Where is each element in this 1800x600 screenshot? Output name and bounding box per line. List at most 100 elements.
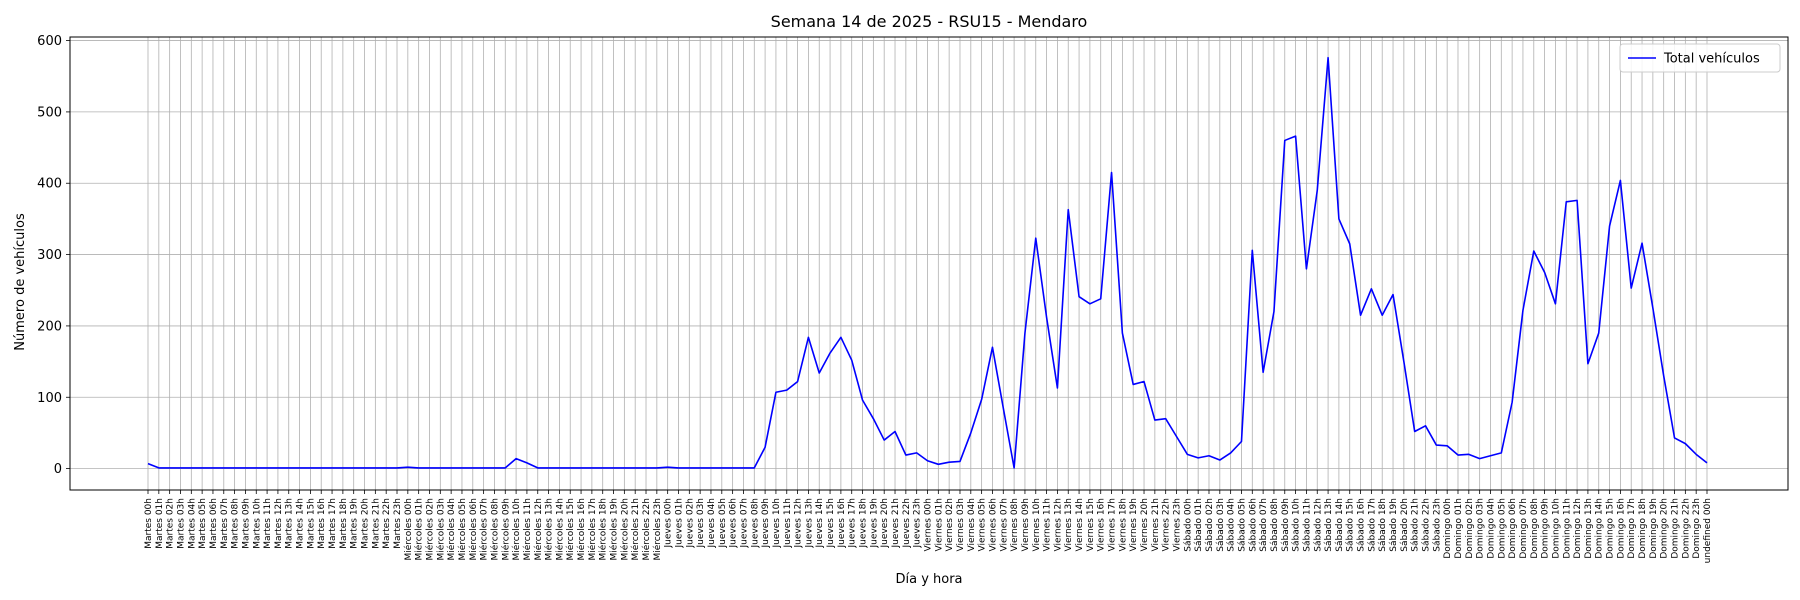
x-tick-label: Jueves 11h (783, 498, 793, 548)
data-point (1370, 288, 1372, 290)
data-point (1706, 462, 1708, 464)
data-point (1576, 199, 1578, 201)
x-tick-label: Martes 01h (155, 498, 165, 549)
data-point (818, 372, 820, 374)
x-tick-label: Miércoles 23h (652, 498, 663, 561)
data-point (1002, 407, 1004, 409)
x-tick-label: Miércoles 07h (479, 498, 490, 561)
data-point (201, 467, 203, 469)
data-point (190, 467, 192, 469)
data-point (569, 467, 571, 469)
data-point (807, 336, 809, 338)
x-tick-label: Martes 11h (263, 498, 273, 549)
data-point (861, 399, 863, 401)
x-tick-label: Sábado 01h (1194, 498, 1204, 552)
data-point (1045, 316, 1047, 318)
x-tick-label: Domingo 18h (1638, 498, 1648, 559)
data-point (1533, 250, 1535, 252)
x-tick-label: Domingo 08h (1530, 498, 1540, 559)
data-point (677, 467, 679, 469)
x-tick-label: Sábado 11h (1302, 498, 1312, 552)
data-point (266, 467, 268, 469)
x-tick-label: Miércoles 08h (489, 498, 500, 561)
x-tick-label: Domingo 19h (1649, 498, 1659, 559)
x-tick-label: Martes 18h (339, 498, 349, 549)
x-tick-label: Miércoles 06h (468, 498, 479, 561)
data-point (883, 439, 885, 441)
x-tick-label: Sábado 17h (1367, 498, 1377, 552)
data-point (233, 467, 235, 469)
x-tick-label: Miércoles 21h (630, 498, 641, 561)
data-point (1652, 307, 1654, 309)
x-tick-label: Sábado 15h (1346, 498, 1356, 552)
data-point (1554, 303, 1556, 305)
x-tick-label: Jueves 20h (880, 498, 890, 548)
x-tick-label: Jueves 01h (674, 498, 684, 548)
x-tick-label: Miércoles 05h (457, 498, 468, 561)
data-point (428, 467, 430, 469)
data-point (829, 352, 831, 354)
data-point (1089, 303, 1091, 305)
x-tick-label: Domingo 14h (1595, 498, 1605, 559)
data-point (775, 391, 777, 393)
data-point (1305, 268, 1307, 270)
x-tick-label: Miércoles 12h (533, 498, 544, 561)
x-tick-label: Jueves 19h (869, 498, 879, 548)
x-tick-label: Martes 04h (187, 498, 197, 549)
x-tick-label: Sábado 00h (1183, 498, 1193, 552)
axes: Martes 00h Martes 01h Martes 02h Martes 03h… (37, 34, 1789, 563)
data-point (1381, 314, 1383, 316)
x-tick-label: Domingo 00h (1443, 498, 1453, 559)
x-tick-label: Miércoles 02h (424, 498, 435, 561)
x-tick-label: Jueves 23h (913, 498, 923, 548)
x-tick-label: Viernes 07h (999, 498, 1009, 552)
data-point (472, 467, 474, 469)
x-tick-label: Sábado 14h (1335, 498, 1345, 552)
x-tick-label: Sábado 08h (1270, 498, 1280, 552)
data-point (786, 389, 788, 391)
x-tick-label: Miércoles 01h (414, 498, 425, 561)
x-tick-label: Jueves 12h (794, 498, 804, 548)
y-tick-label: 600 (37, 34, 62, 49)
x-tick-label: Martes 21h (371, 498, 381, 549)
x-tick-label: Jueves 09h (761, 498, 771, 548)
x-tick-label: Viernes 01h (934, 498, 944, 552)
data-point (1641, 242, 1643, 244)
x-tick-label: Domingo 09h (1541, 498, 1551, 559)
plot-frame (69, 36, 1789, 491)
x-tick-label: Domingo 15h (1606, 498, 1616, 559)
data-point (504, 467, 506, 469)
x-tick-label: Miércoles 18h (598, 498, 609, 561)
data-point (1543, 271, 1545, 273)
data-point (1695, 453, 1697, 455)
x-tick-label: Viernes 18h (1118, 498, 1128, 552)
data-point (1446, 445, 1448, 447)
x-tick-label: Miércoles 14h (554, 498, 565, 561)
data-point (580, 467, 582, 469)
data-point (1035, 237, 1037, 239)
data-point (721, 467, 723, 469)
data-point (1229, 452, 1231, 454)
data-point (1359, 314, 1361, 316)
x-tick-label: Jueves 13h (804, 498, 814, 548)
data-point (439, 467, 441, 469)
data-point (342, 467, 344, 469)
x-tick-label: Domingo 21h (1671, 498, 1681, 559)
x-tick-label: Viernes 23h (1173, 498, 1183, 552)
x-tick-label: Jueves 04h (707, 498, 717, 548)
data-point (1164, 417, 1166, 419)
x-tick-label: Martes 08h (231, 498, 241, 549)
x-tick-label: Viernes 09h (1021, 498, 1031, 552)
x-tick-label: Viernes 10h (1032, 498, 1042, 552)
data-point (168, 467, 170, 469)
data-point (179, 467, 181, 469)
x-tick-label: Jueves 05h (718, 498, 728, 548)
x-tick-label: Domingo 17h (1627, 498, 1637, 559)
data-point (223, 467, 225, 469)
data-point (255, 467, 257, 469)
x-tick-label: Domingo 10h (1551, 498, 1561, 559)
x-tick-label: Martes 03h (176, 498, 186, 549)
data-point (948, 461, 950, 463)
x-tick-label: Miércoles 20h (619, 498, 630, 561)
data-point (764, 446, 766, 448)
